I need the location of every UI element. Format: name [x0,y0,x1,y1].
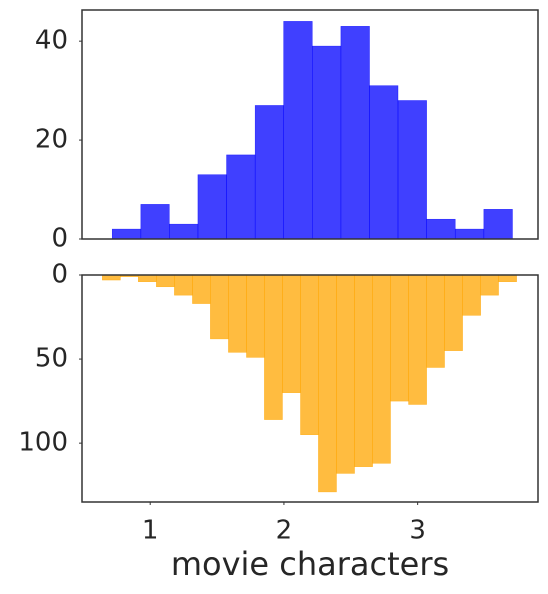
histogram-bar [397,100,427,240]
y-tick-label: 100 [18,428,68,458]
histogram-bar [210,274,229,340]
x-tick-label: 2 [276,516,293,546]
histogram-bar [444,274,463,351]
x-axis-label: movie characters [171,545,449,583]
histogram-bar [254,105,284,240]
y-tick-label: 50 [35,344,68,374]
histogram-bar [283,21,313,240]
y-tick-label: 40 [35,26,68,56]
histogram-bar [246,274,265,358]
histogram-bar [111,228,142,240]
histogram-bar [300,274,319,435]
histogram-bar [354,274,373,467]
histogram-bar [192,274,211,304]
histogram-bar [369,85,399,240]
y-tick-label: 0 [51,260,68,290]
histogram-bar [156,274,175,288]
x-tick-label: 3 [409,516,426,546]
axes-frame [81,274,539,503]
axes-frame [81,9,539,240]
histogram-bar [480,274,499,296]
histogram-bar [408,274,427,405]
histogram-bar [282,274,301,393]
histogram-bar [226,154,256,240]
histogram-bar [336,274,355,474]
histogram-bar [426,274,445,368]
histogram-bar [312,45,342,240]
histogram-bar [454,228,485,240]
x-tick-label: 1 [142,516,159,546]
histogram-bar [462,274,481,316]
histogram-bar [102,274,121,281]
y-tick-label: 20 [35,125,68,155]
histogram-bar [483,209,513,240]
histogram-bar [228,274,247,353]
histogram-bar [318,274,337,493]
histogram-bar [372,274,391,464]
histogram-bar [140,204,170,240]
y-tick-label: 0 [51,224,68,254]
histogram-bar [426,218,456,240]
histogram-bar [498,274,517,282]
histogram-bar [264,274,283,420]
histogram-bar [169,223,199,240]
histogram-bar [174,274,193,296]
histogram-bar [390,274,409,402]
histogram-bar [197,174,227,240]
histogram-bar [138,274,157,282]
histogram-bar [340,26,370,240]
